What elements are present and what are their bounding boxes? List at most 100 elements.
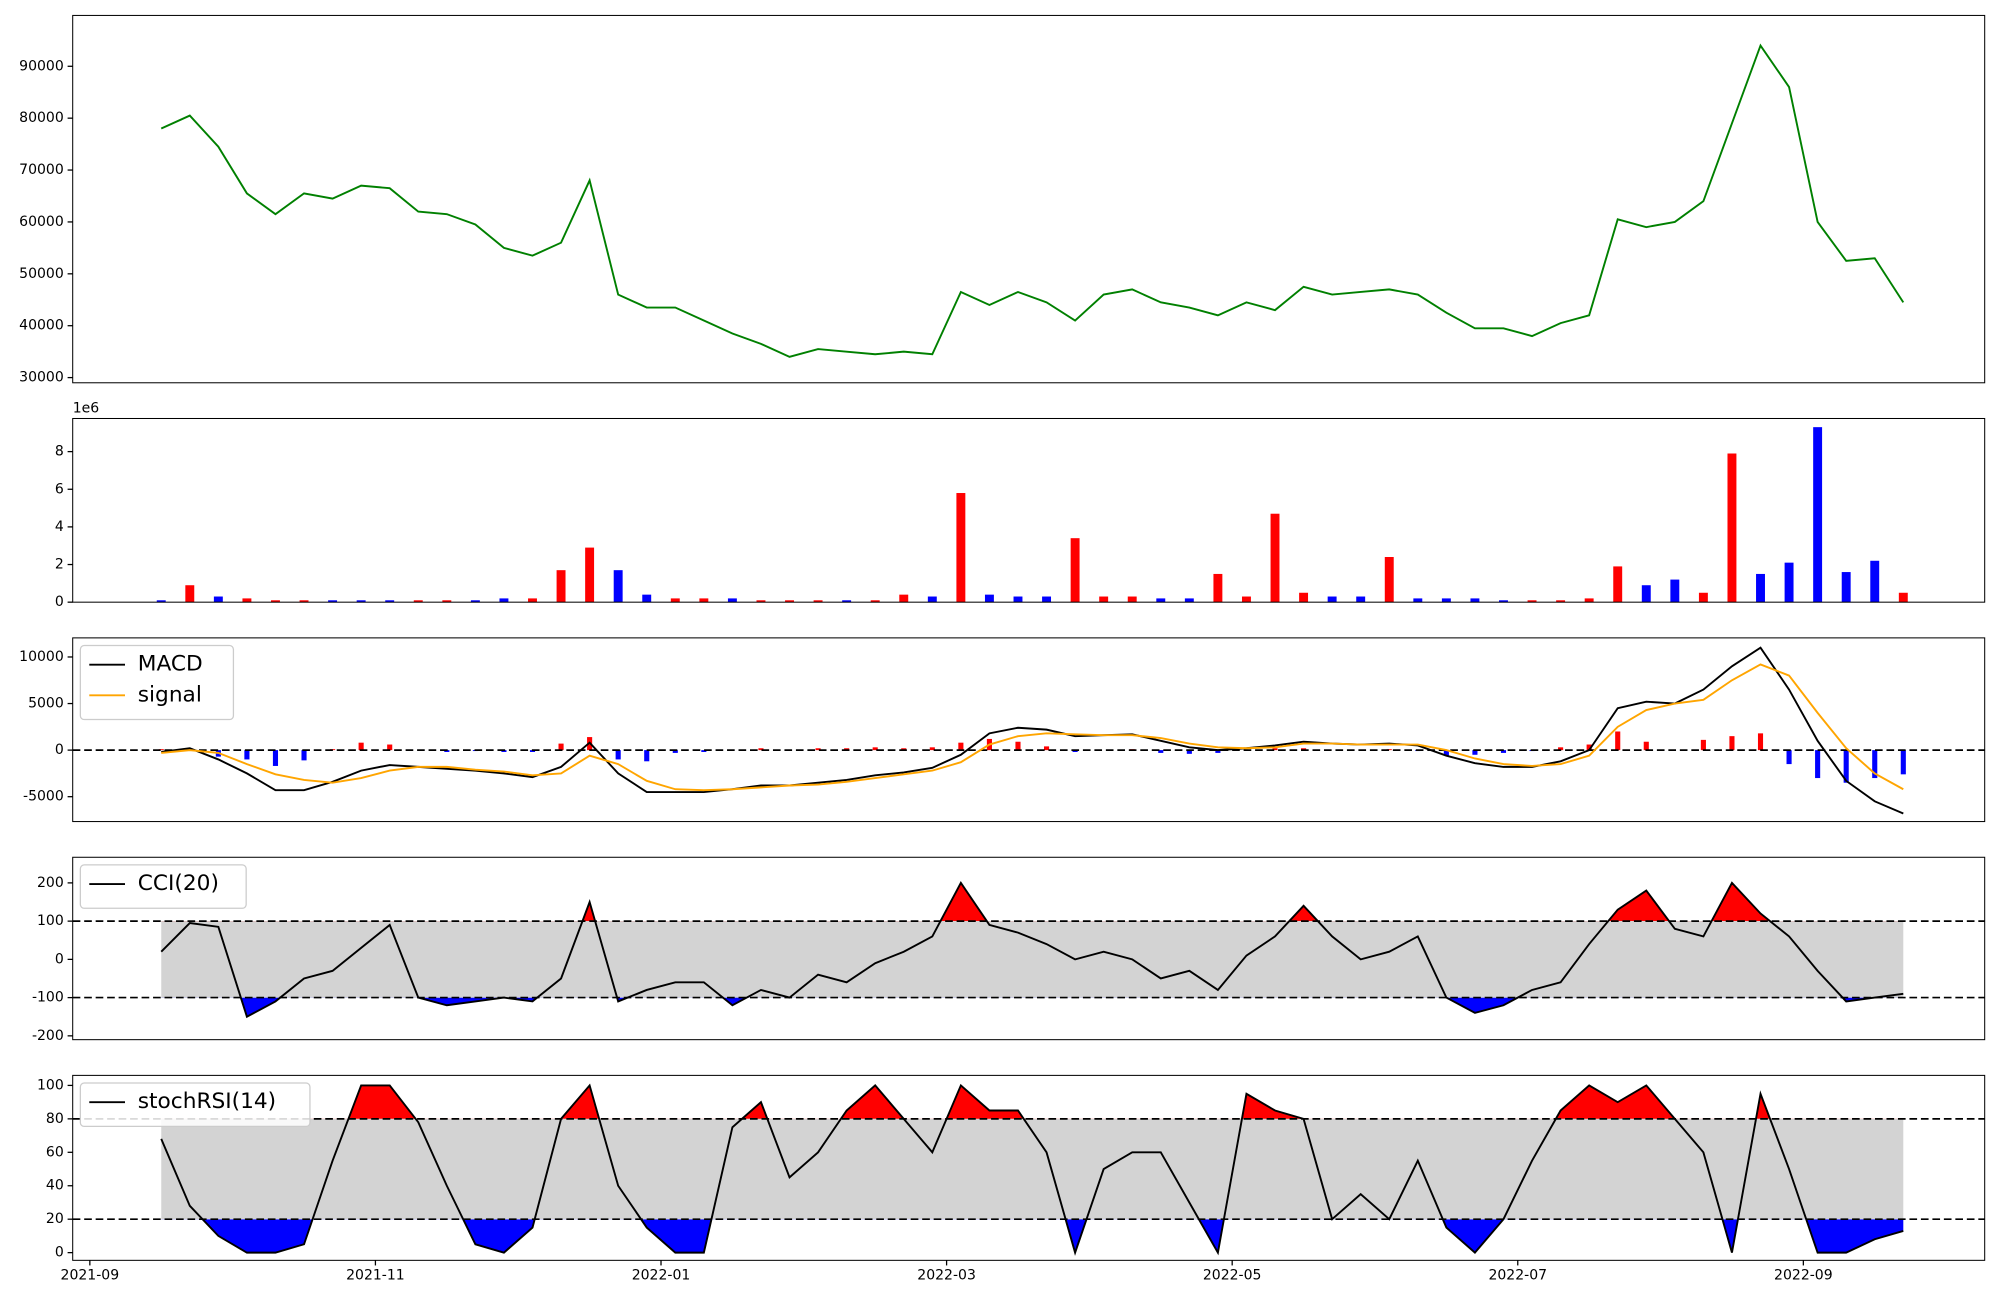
- indicator-line: [161, 646, 1904, 815]
- volume-bar: [1241, 596, 1251, 603]
- histogram-bar: [929, 747, 935, 751]
- indicator-line: [160, 881, 1904, 1019]
- histogram-bar: [1215, 750, 1221, 753]
- volume-bar: [1156, 598, 1166, 603]
- legend-label: signal: [138, 682, 202, 707]
- histogram-bar: [1900, 750, 1906, 775]
- volume-bar: [1813, 427, 1823, 603]
- volume-bar: [813, 600, 823, 603]
- panel: 0 2 4 6 8 1e6: [55, 400, 1986, 610]
- x-tick-label: 2022-07: [1488, 1268, 1547, 1284]
- volume-bar: [1470, 598, 1480, 603]
- histogram-bar: [244, 750, 250, 760]
- y-tick-label: -200: [32, 1028, 64, 1044]
- volume-bar: [185, 585, 195, 603]
- volume-bar: [1556, 600, 1566, 603]
- x-tick-label: 2022-03: [917, 1268, 976, 1284]
- volume-bar: [470, 600, 480, 603]
- legend-label: CCI(20): [138, 871, 219, 896]
- histogram-bar: [1443, 750, 1449, 756]
- y-tick-label: 6: [55, 481, 64, 497]
- volume-bar: [1299, 592, 1309, 603]
- legend-label: MACD: [138, 652, 203, 677]
- panel-frame: [72, 1074, 1986, 1261]
- plot-area: [72, 646, 1985, 815]
- volume-bar: [1413, 598, 1423, 603]
- histogram-bar: [1500, 750, 1507, 753]
- y-tick-label: 70000: [19, 162, 64, 178]
- histogram-bar: [701, 750, 707, 752]
- panel: 30000 40000 50000 60000 70000 80000 90000: [19, 14, 1986, 386]
- histogram-bar: [387, 744, 393, 751]
- y-tick-label: 50000: [19, 266, 64, 282]
- y-tick-label: 5000: [28, 696, 64, 712]
- band: [161, 1118, 1904, 1220]
- histogram-bar: [1615, 731, 1621, 751]
- volume-bar: [585, 547, 595, 603]
- axis-offset: 1e6: [73, 400, 100, 416]
- y-tick-label: -5000: [23, 789, 64, 805]
- x-tick-label: 2022-05: [1203, 1268, 1262, 1284]
- plot-area: [160, 43, 1905, 358]
- histogram-bar: [358, 742, 364, 751]
- histogram-bar: [672, 750, 678, 753]
- volume-bar: [727, 598, 737, 603]
- volume-bar: [984, 594, 994, 603]
- histogram-bar: [758, 748, 764, 751]
- volume-bar: [1670, 579, 1680, 603]
- panel: 0 20 40 60 80 100 2021-09 2021-11 2022-01 2022-03…: [37, 1074, 1986, 1284]
- volume-bar: [442, 600, 452, 603]
- histogram-bar: [1872, 750, 1878, 779]
- histogram-bar: [158, 749, 164, 751]
- volume-bar: [927, 596, 937, 603]
- y-tick-label: 0: [55, 742, 64, 758]
- panel-frame: [72, 856, 1986, 1041]
- volume-bar: [785, 600, 794, 603]
- histogram-bar: [872, 747, 878, 751]
- y-tick-label: 60: [46, 1144, 64, 1160]
- histogram-bar: [1186, 750, 1192, 754]
- histogram-bar: [301, 750, 307, 761]
- volume-bar: [1042, 596, 1052, 603]
- y-tick-label: 80: [46, 1111, 64, 1127]
- volume-bar: [156, 600, 166, 603]
- volume-bar: [1756, 573, 1765, 603]
- volume-bar: [670, 598, 680, 603]
- volume-bar: [1841, 572, 1851, 603]
- volume-bar: [1527, 600, 1537, 603]
- histogram-bar: [1072, 750, 1078, 752]
- plot-area: [156, 427, 1908, 603]
- y-tick-label: 4: [55, 519, 64, 535]
- plot-area: [72, 1083, 1985, 1256]
- histogram-bar: [844, 748, 850, 751]
- overbought-fill: [348, 1085, 1771, 1119]
- x-tick-label: 2022-09: [1774, 1268, 1833, 1284]
- indicator-line: [161, 663, 1904, 792]
- histogram-bar: [958, 742, 964, 751]
- histogram-bar: [1043, 746, 1050, 751]
- panel-frame: [72, 637, 1986, 823]
- histogram-bar: [444, 750, 450, 752]
- histogram-bar: [1643, 741, 1649, 751]
- overbought-fill: [582, 882, 1771, 922]
- histogram-bar: [1843, 750, 1849, 783]
- volume-bar: [213, 596, 223, 603]
- y-tick-label: 8: [55, 444, 64, 460]
- volume-bar: [1727, 453, 1737, 603]
- x-tick-label: 2021-11: [346, 1268, 405, 1284]
- y-tick-label: 100: [37, 913, 64, 929]
- volume-bar: [1327, 596, 1337, 603]
- volume-bar: [699, 598, 709, 603]
- y-tick-label: 200: [37, 875, 64, 891]
- volume-bar: [1270, 513, 1280, 603]
- histogram-bar: [1558, 747, 1564, 751]
- y-tick-label: 40000: [19, 318, 64, 334]
- y-tick-label: 10000: [19, 649, 64, 665]
- volume-bar: [299, 600, 309, 603]
- volume-bar: [1499, 600, 1508, 603]
- legend-box: [79, 864, 247, 909]
- volume-bar: [956, 493, 966, 603]
- volume-bar: [1698, 592, 1708, 603]
- price-line: [160, 43, 1905, 358]
- volume-bar: [1356, 596, 1366, 603]
